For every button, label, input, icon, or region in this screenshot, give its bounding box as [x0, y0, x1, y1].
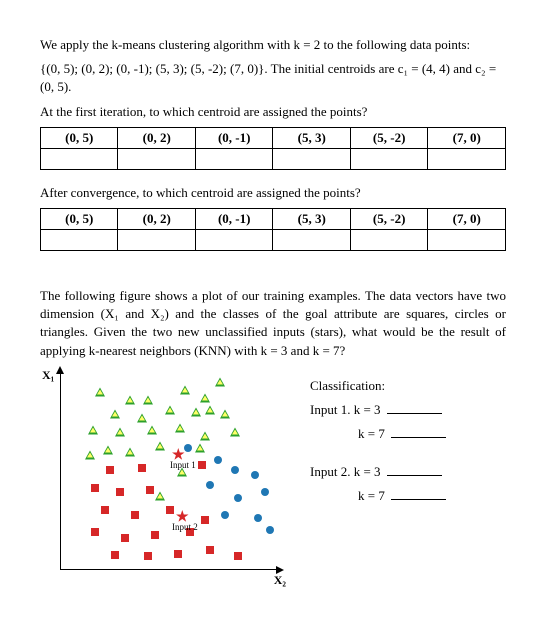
blank-3[interactable] — [387, 465, 442, 476]
plot-point — [106, 466, 114, 474]
plot-point — [206, 546, 214, 554]
input-label: Input 1 — [170, 460, 196, 470]
intro-line-1: We apply the k-means clustering algorith… — [40, 36, 506, 54]
point-header: (7, 0) — [428, 127, 506, 148]
point-header: (0, 2) — [118, 127, 195, 148]
plot-point — [261, 488, 269, 496]
plot-point — [215, 377, 225, 386]
knn-paragraph: The following figure shows a plot of our… — [40, 287, 506, 360]
plot-point — [144, 552, 152, 560]
plot-point: ★ — [172, 452, 180, 460]
result-1: Input 1. k = 3 — [310, 402, 381, 417]
axis-x-label: X₂ — [274, 573, 286, 588]
scatter-plot: X₁ X₂ ★Input 1★Input 2 — [40, 370, 280, 590]
classification-title: Classification: — [310, 378, 446, 394]
plot-point — [85, 450, 95, 459]
plot-point — [155, 491, 165, 500]
plot-point — [88, 425, 98, 434]
classification-panel: Classification: Input 1. k = 3 k = 7 Inp… — [310, 370, 446, 512]
plot-point — [91, 484, 99, 492]
plot-point — [230, 427, 240, 436]
plot-point — [198, 461, 206, 469]
plot-point — [234, 552, 242, 560]
plot-point — [221, 511, 229, 519]
plot-point — [214, 456, 222, 464]
plot-point — [147, 425, 157, 434]
plot-point — [174, 550, 182, 558]
plot-point — [95, 387, 105, 396]
table-convergence: (0, 5)(0, 2)(0, -1)(5, 3)(5, -2)(7, 0) — [40, 208, 506, 251]
blank-1[interactable] — [387, 403, 442, 414]
plot-point — [251, 471, 259, 479]
plot-point — [125, 447, 135, 456]
plot-point — [234, 494, 242, 502]
plot-point — [201, 516, 209, 524]
blank-2[interactable] — [391, 427, 446, 438]
plot-point — [137, 413, 147, 422]
plot-point — [200, 431, 210, 440]
point-header: (0, 2) — [118, 208, 195, 229]
intro-line-2: {(0, 5); (0, 2); (0, -1); (5, 3); (5, -2… — [40, 60, 506, 96]
input-label: Input 2 — [172, 522, 198, 532]
result-3: Input 2. k = 3 — [310, 464, 381, 479]
plot-point — [166, 506, 174, 514]
plot-point — [191, 407, 201, 416]
plot-point — [115, 427, 125, 436]
plot-point — [111, 551, 119, 559]
plot-point — [231, 466, 239, 474]
point-header: (5, -2) — [350, 208, 427, 229]
plot-point — [184, 444, 192, 452]
intro-line-3: At the first iteration, to which centroi… — [40, 103, 506, 121]
point-header: (5, 3) — [273, 208, 350, 229]
plot-point: ★ — [176, 514, 184, 522]
point-header: (5, 3) — [273, 127, 350, 148]
plot-point — [131, 511, 139, 519]
x-axis — [60, 569, 280, 570]
plot-point — [101, 506, 109, 514]
plot-point — [220, 409, 230, 418]
plot-point — [138, 464, 146, 472]
y-axis — [60, 370, 61, 570]
plot-point — [254, 514, 262, 522]
result-4: k = 7 — [358, 488, 385, 503]
plot-point — [116, 488, 124, 496]
point-header: (0, -1) — [195, 127, 272, 148]
plot-point — [266, 526, 274, 534]
plot-point — [205, 405, 215, 414]
plot-point — [180, 385, 190, 394]
plot-point — [91, 528, 99, 536]
result-2: k = 7 — [358, 426, 385, 441]
after-convergence: After convergence, to which centroid are… — [40, 184, 506, 202]
plot-point — [195, 443, 205, 452]
point-header: (5, -2) — [350, 127, 427, 148]
axis-y-label: X₁ — [42, 368, 54, 383]
plot-point — [175, 423, 185, 432]
point-header: (0, -1) — [195, 208, 272, 229]
point-header: (0, 5) — [41, 208, 118, 229]
plot-point — [143, 395, 153, 404]
plot-point — [110, 409, 120, 418]
plot-point — [165, 405, 175, 414]
point-header: (7, 0) — [428, 208, 506, 229]
table-first-iteration: (0, 5)(0, 2)(0, -1)(5, 3)(5, -2)(7, 0) — [40, 127, 506, 170]
plot-point — [200, 393, 210, 402]
plot-point — [125, 395, 135, 404]
plot-point — [155, 441, 165, 450]
point-header: (0, 5) — [41, 127, 118, 148]
plot-point — [206, 481, 214, 489]
blank-4[interactable] — [391, 489, 446, 500]
plot-point — [103, 445, 113, 454]
plot-point — [146, 486, 154, 494]
